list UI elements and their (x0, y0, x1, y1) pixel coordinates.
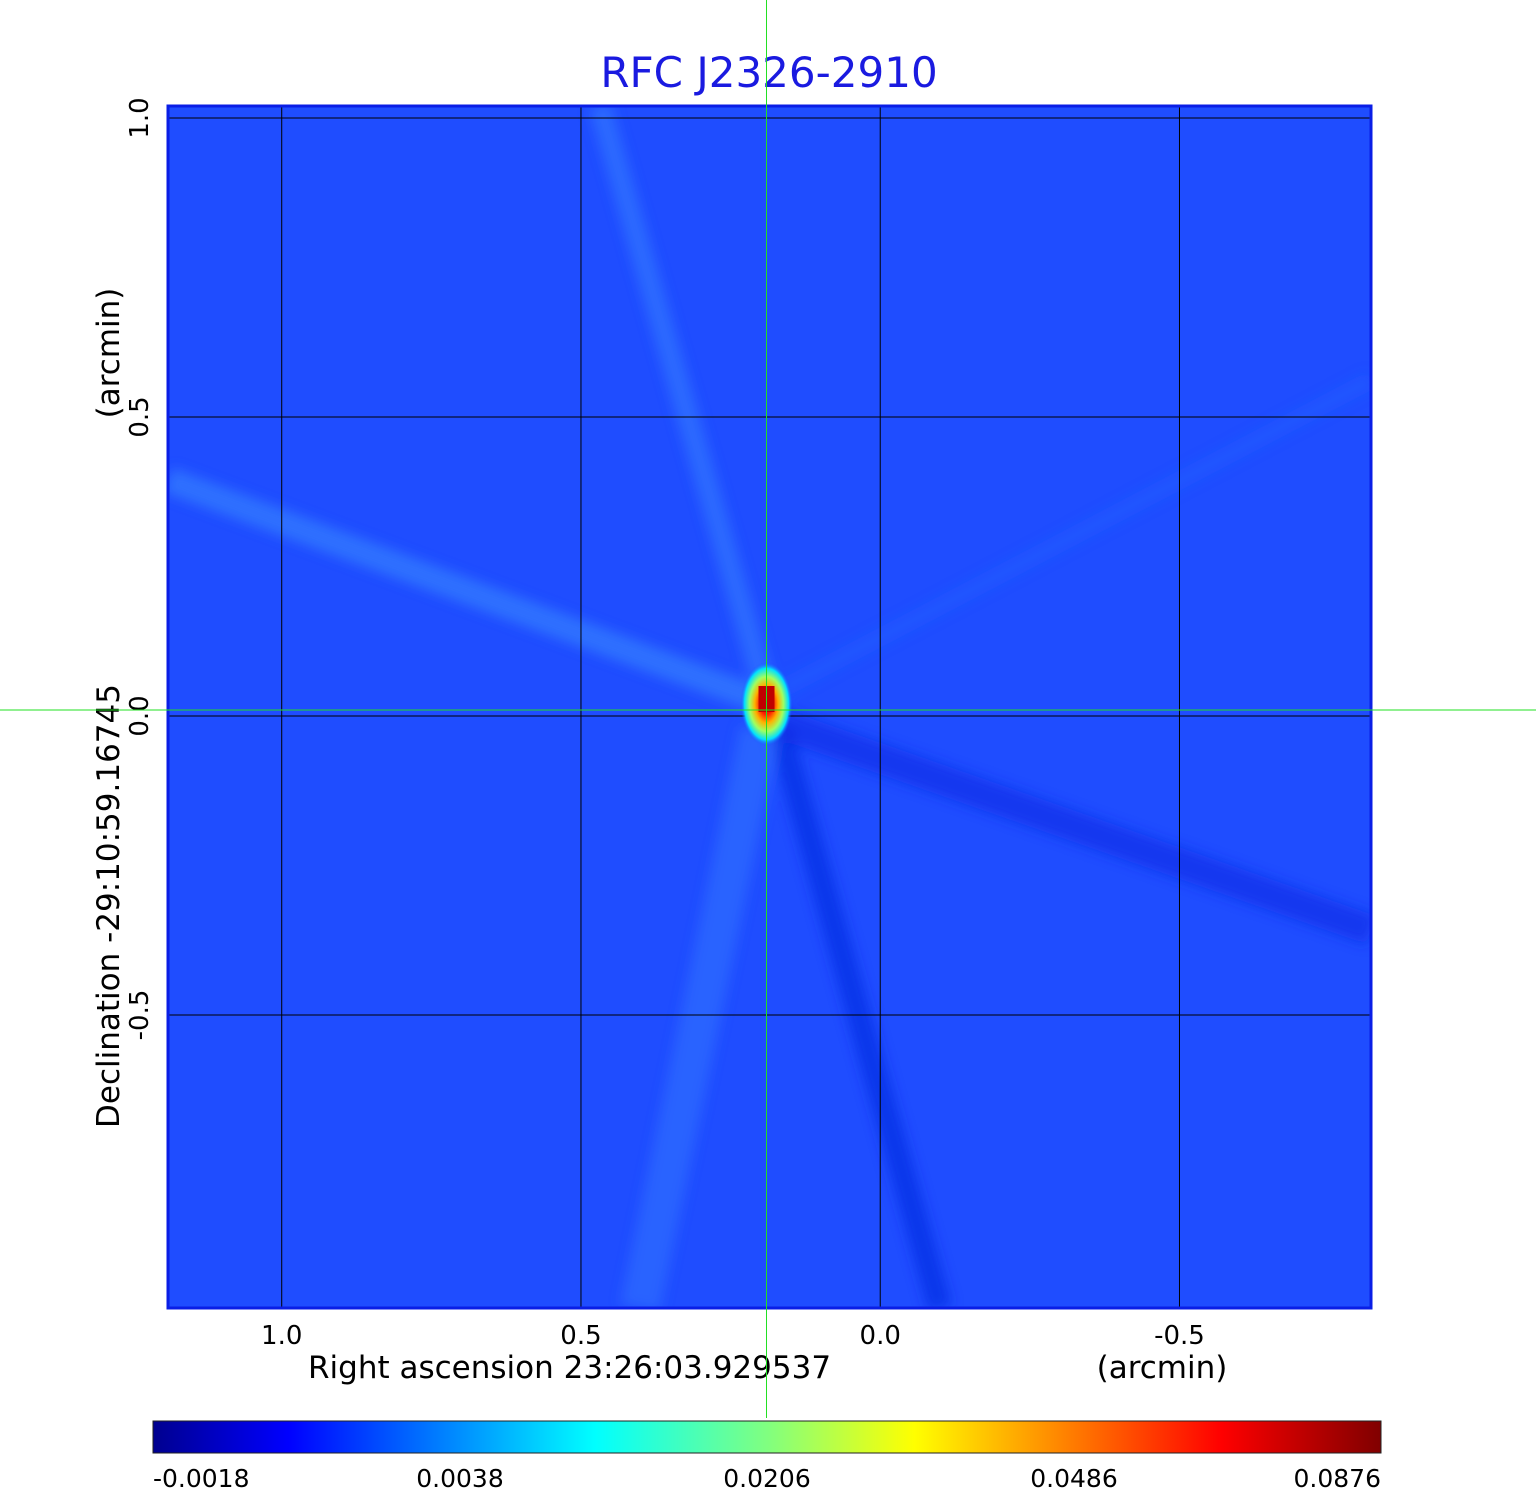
y-tick-labels: 1.0 0.5 0.0 -0.5 (125, 97, 155, 1040)
y-tick-label: 0.5 (125, 396, 155, 437)
x-tick-label: 1.0 (261, 1321, 302, 1351)
sidelobe-streak (775, 372, 1371, 698)
colorbar (152, 1420, 1382, 1454)
coordinate-grid (168, 106, 1371, 1308)
x-tick-label: -0.5 (1154, 1321, 1205, 1351)
y-tick-label: -0.5 (125, 990, 155, 1041)
x-axis-label: Right ascension 23:26:03.929537 (308, 1350, 831, 1386)
image-plot-area (168, 106, 1371, 1308)
crosshair (0, 0, 1536, 1418)
plot-frame (166, 104, 1373, 1310)
colorbar-tick-labels: -0.0018 0.0038 0.0206 0.0486 0.0876 (153, 1464, 1381, 1493)
sidelobe-streak (620, 725, 780, 1308)
sidelobe-streak (765, 705, 1371, 945)
colorbar-tick-label: 0.0038 (416, 1464, 503, 1493)
x-axis-unit: (arcmin) (1097, 1350, 1228, 1386)
y-axis-unit: (arcmin) (91, 288, 127, 419)
y-tick-label: 1.0 (125, 97, 155, 138)
colorbar-tick-label: 0.0876 (1294, 1464, 1381, 1493)
y-axis-label: Declination -29:10:59.16745 (91, 684, 127, 1128)
colorbar-tick-label: 0.0206 (723, 1464, 810, 1493)
colorbar-tick-label: -0.0018 (153, 1464, 250, 1493)
sidelobe-streak (768, 726, 952, 1308)
chart-title: RFC J2326-2910 (600, 48, 937, 97)
colorbar-tick-label: 0.0486 (1030, 1464, 1117, 1493)
sidelobe-streaks (168, 106, 1371, 1308)
sidelobe-streak (589, 106, 776, 693)
x-tick-label: 0.5 (560, 1321, 601, 1351)
y-tick-label: 0.0 (125, 695, 155, 736)
x-tick-labels: 1.0 0.5 0.0 -0.5 (261, 1321, 1205, 1351)
x-tick-label: 0.0 (860, 1321, 901, 1351)
sidelobe-streak (168, 467, 765, 713)
